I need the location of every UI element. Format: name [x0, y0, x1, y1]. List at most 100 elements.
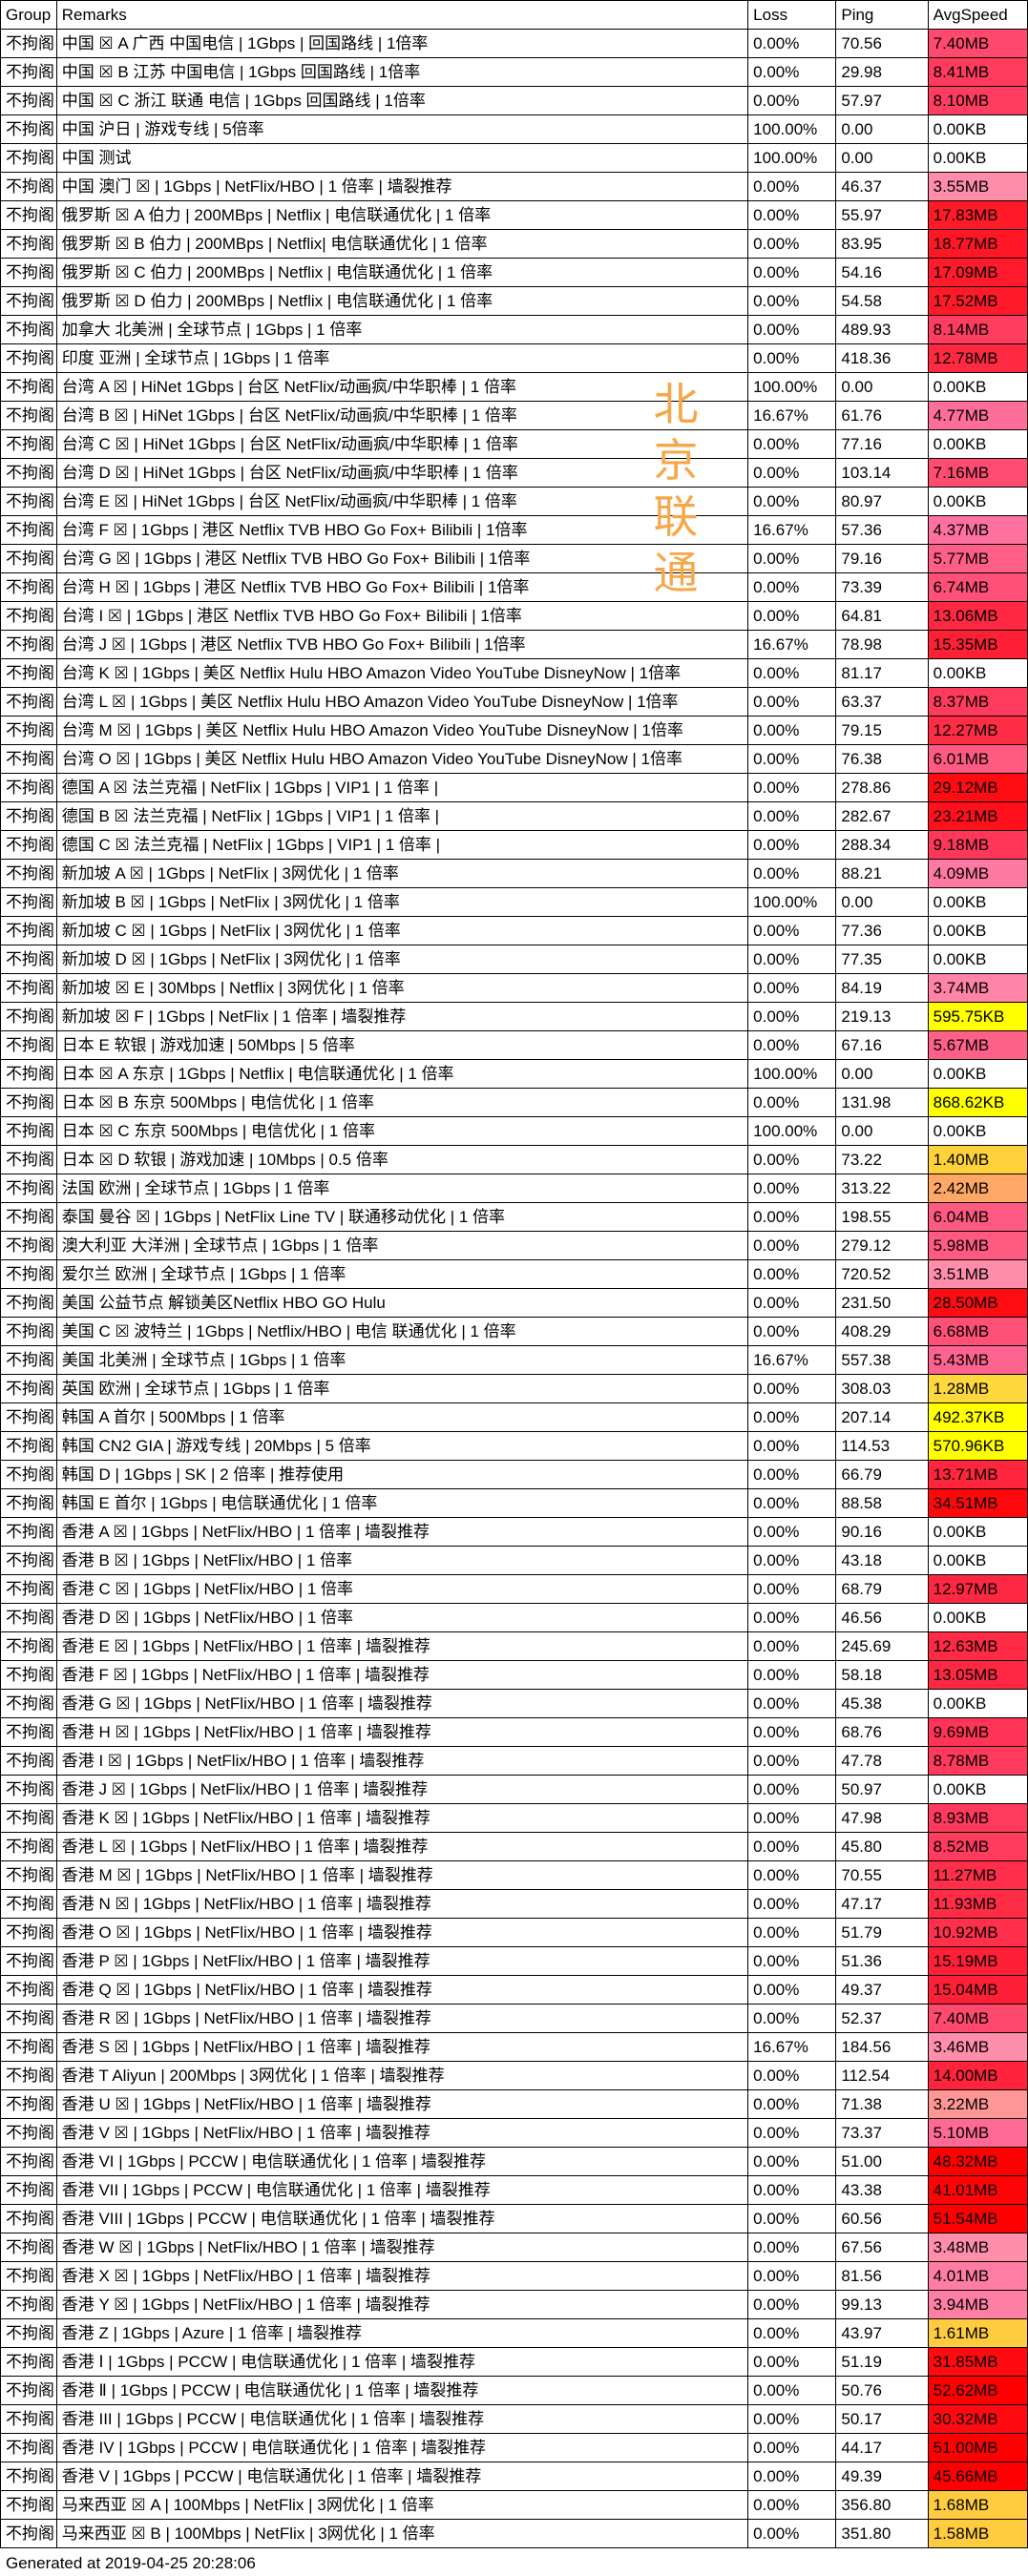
loss-cell: 0.00% [747, 2204, 837, 2233]
loss-cell: 0.00% [747, 2462, 837, 2491]
ping-cell: 47.78 [835, 1746, 929, 1776]
group-cell: 不拘阁 [0, 1402, 57, 1432]
ping-cell: 219.13 [835, 1002, 929, 1031]
group-cell: 不拘阁 [0, 773, 57, 802]
remarks-cell: 香港 X ☒ | 1Gbps | NetFlix/HBO | 1 倍率 | 墙裂… [55, 2261, 749, 2291]
table-row: 不拘阁 香港 S ☒ | 1Gbps | NetFlix/HBO | 1 倍率 |… [0, 2032, 1028, 2062]
table-row: 不拘阁 香港 VII | 1Gbps | PCCW | 电信联通优化 | 1 倍率… [0, 2175, 1028, 2205]
ping-cell: 73.39 [835, 572, 929, 602]
ping-cell: 50.17 [835, 2404, 929, 2434]
loss-cell: 0.00% [747, 916, 837, 945]
group-cell: 不拘阁 [0, 258, 57, 287]
table-row: 不拘阁 新加坡 ☒ E | 30Mbps | Netflix | 3网优化 | 1… [0, 973, 1028, 1003]
table-row: 不拘阁 香港 E ☒ | 1Gbps | NetFlix/HBO | 1 倍率 |… [0, 1631, 1028, 1661]
remarks-cell: 香港 VIII | 1Gbps | PCCW | 电信联通优化 | 1 倍率 |… [55, 2204, 749, 2233]
group-cell: 不拘阁 [0, 1231, 57, 1260]
table-row: 不拘阁 韩国 CN2 GIA | 游戏专线 | 20Mbps | 5 倍率 0.00… [0, 1431, 1028, 1461]
loss-cell: 0.00% [747, 2175, 837, 2205]
table-row: 不拘阁 香港 X ☒ | 1Gbps | NetFlix/HBO | 1 倍率 |… [0, 2261, 1028, 2291]
table-row: 不拘阁 香港 G ☒ | 1Gbps | NetFlix/HBO | 1 倍率 |… [0, 1689, 1028, 1718]
ping-cell: 408.29 [835, 1317, 929, 1346]
loss-cell: 0.00% [747, 1660, 837, 1690]
table-row: 不拘阁 新加坡 B ☒ | 1Gbps | NetFlix | 3网优化 | 1 … [0, 887, 1028, 917]
remarks-cell: 香港 F ☒ | 1Gbps | NetFlix/HBO | 1 倍率 | 墙裂… [55, 1660, 749, 1690]
table-row: 不拘阁 香港 M ☒ | 1Gbps | NetFlix/HBO | 1 倍率 |… [0, 1860, 1028, 1890]
group-cell: 不拘阁 [0, 1660, 57, 1690]
remarks-cell: 日本 ☒ A 东京 | 1Gbps | Netflix | 电信联通优化 | 1… [55, 1059, 749, 1089]
remarks-cell: 香港 Y ☒ | 1Gbps | NetFlix/HBO | 1 倍率 | 墙裂… [55, 2290, 749, 2319]
ping-cell: 184.56 [835, 2032, 929, 2062]
ping-cell: 43.97 [835, 2318, 929, 2348]
remarks-cell: 香港 H ☒ | 1Gbps | NetFlix/HBO | 1 倍率 | 墙裂… [55, 1717, 749, 1747]
loss-cell: 100.00% [747, 887, 837, 917]
avgspeed-cell: 7.40MB [927, 29, 1028, 58]
avgspeed-cell: 7.16MB [927, 458, 1028, 488]
group-cell: 不拘阁 [0, 2147, 57, 2176]
table-row: 不拘阁 香港 F ☒ | 1Gbps | NetFlix/HBO | 1 倍率 |… [0, 1660, 1028, 1690]
group-cell: 不拘阁 [0, 859, 57, 888]
remarks-cell: 澳大利亚 大洋洲 | 全球节点 | 1Gbps | 1 倍率 [55, 1231, 749, 1260]
ping-cell: 43.38 [835, 2175, 929, 2205]
remarks-cell: 香港 T Aliyun | 200Mbps | 3网优化 | 1 倍率 | 墙裂… [55, 2061, 749, 2090]
ping-cell: 77.36 [835, 916, 929, 945]
loss-cell: 0.00% [747, 1202, 837, 1232]
ping-cell: 0.00 [835, 1116, 929, 1146]
loss-cell: 0.00% [747, 29, 837, 58]
remarks-cell: 俄罗斯 ☒ A 伯力 | 200MBps | Netflix | 电信联通优化 … [55, 200, 749, 230]
ping-cell: 308.03 [835, 1374, 929, 1403]
loss-cell: 0.00% [747, 429, 837, 459]
group-cell: 不拘阁 [0, 1918, 57, 1947]
ping-cell: 83.95 [835, 229, 929, 259]
table-row: 不拘阁 加拿大 北美洲 | 全球节点 | 1Gbps | 1 倍率 0.00% 489… [0, 315, 1028, 344]
table-row: 不拘阁 香港 C ☒ | 1Gbps | NetFlix/HBO | 1 倍率 0.… [0, 1574, 1028, 1604]
group-cell: 不拘阁 [0, 343, 57, 373]
remarks-cell: 泰国 曼谷 ☒ | 1Gbps | NetFlix Line TV | 联通移动… [55, 1202, 749, 1232]
ping-cell: 231.50 [835, 1288, 929, 1318]
avgspeed-cell: 1.40MB [927, 1145, 1028, 1174]
ping-cell: 88.21 [835, 859, 929, 888]
group-cell: 不拘阁 [0, 229, 57, 259]
table-row: 不拘阁 香港 IV | 1Gbps | PCCW | 电信联通优化 | 1 倍率 … [0, 2433, 1028, 2462]
group-cell: 不拘阁 [0, 1488, 57, 1518]
loss-cell: 0.00% [747, 945, 837, 974]
ping-cell: 114.53 [835, 1431, 929, 1461]
group-cell: 不拘阁 [0, 1832, 57, 1861]
ping-cell: 76.38 [835, 744, 929, 774]
ping-cell: 51.36 [835, 1946, 929, 1976]
table-row: 不拘阁 香港 T Aliyun | 200Mbps | 3网优化 | 1 倍率 |… [0, 2061, 1028, 2090]
avgspeed-cell: 8.52MB [927, 1832, 1028, 1861]
group-cell: 不拘阁 [0, 57, 57, 87]
remarks-cell: 德国 A ☒ 法兰克福 | NetFlix | 1Gbps | VIP1 | 1… [55, 773, 749, 802]
avgspeed-cell: 5.43MB [927, 1345, 1028, 1375]
loss-cell: 0.00% [747, 1402, 837, 1432]
avgspeed-cell: 17.52MB [927, 286, 1028, 316]
remarks-cell: 美国 公益节点 解锁美区Netflix HBO GO Hulu [55, 1288, 749, 1318]
ping-cell: 70.55 [835, 1860, 929, 1890]
loss-cell: 0.00% [747, 2318, 837, 2348]
group-cell: 不拘阁 [0, 945, 57, 974]
ping-cell: 278.86 [835, 773, 929, 802]
avgspeed-cell: 0.00KB [927, 1775, 1028, 1804]
table-row: 不拘阁 英国 欧洲 | 全球节点 | 1Gbps | 1 倍率 0.00% 308.0… [0, 1374, 1028, 1403]
table-row: 不拘阁 台湾 I ☒ | 1Gbps | 港区 Netflix TVB HBO G… [0, 601, 1028, 631]
table-row: 不拘阁 台湾 G ☒ | 1Gbps | 港区 Netflix TVB HBO G… [0, 544, 1028, 573]
avgspeed-cell: 0.00KB [927, 1116, 1028, 1146]
loss-cell: 0.00% [747, 2490, 837, 2520]
group-cell: 不拘阁 [0, 1975, 57, 2005]
avgspeed-cell: 45.66MB [927, 2462, 1028, 2491]
ping-cell: 90.16 [835, 1517, 929, 1547]
avgspeed-cell: 0.00KB [927, 916, 1028, 945]
remarks-cell: 台湾 F ☒ | 1Gbps | 港区 Netflix TVB HBO Go F… [55, 515, 749, 545]
loss-cell: 0.00% [747, 1775, 837, 1804]
ping-cell: 61.76 [835, 401, 929, 430]
ping-cell: 489.93 [835, 315, 929, 344]
table-row: 不拘阁 香港 V | 1Gbps | PCCW | 电信联通优化 | 1 倍率 |… [0, 2462, 1028, 2491]
remarks-cell: 台湾 D ☒ | HiNet 1Gbps | 台区 NetFlix/动画疯/中华… [55, 458, 749, 488]
table-row: 不拘阁 中国 ☒ A 广西 中国电信 | 1Gbps | 回国路线 | 1倍率 0.… [0, 29, 1028, 58]
avgspeed-cell: 0.00KB [927, 1603, 1028, 1632]
loss-cell: 0.00% [747, 1288, 837, 1318]
table-row: 不拘阁 香港 Z | 1Gbps | Azure | 1 倍率 | 墙裂推荐 0.0… [0, 2318, 1028, 2348]
table-row: 不拘阁 香港 B ☒ | 1Gbps | NetFlix/HBO | 1 倍率 0.… [0, 1546, 1028, 1575]
loss-cell: 0.00% [747, 859, 837, 888]
loss-cell: 0.00% [747, 1231, 837, 1260]
